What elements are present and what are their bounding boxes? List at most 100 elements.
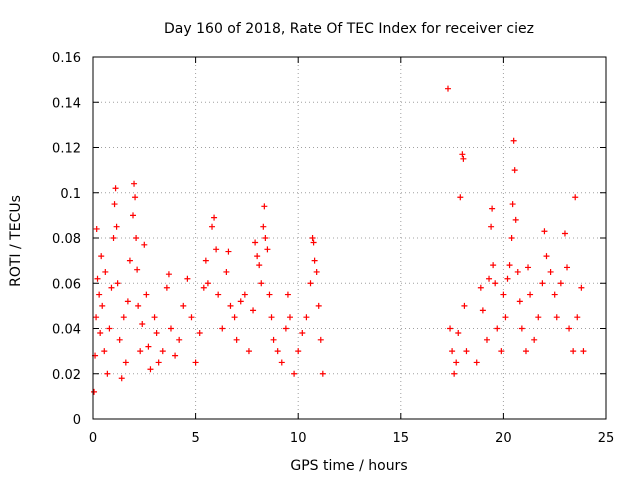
data-point [535, 314, 542, 321]
data-point [200, 284, 207, 291]
data-point [547, 268, 554, 275]
data-point [303, 314, 310, 321]
data-point [578, 284, 585, 291]
data-point [319, 370, 326, 377]
data-point [137, 348, 144, 355]
data-point [132, 194, 139, 201]
data-point [143, 291, 150, 298]
data-point [209, 223, 216, 230]
data-point [274, 348, 281, 355]
data-point [500, 291, 507, 298]
grid [93, 57, 606, 419]
data-point [459, 151, 466, 158]
data-point [126, 257, 133, 264]
data-point [461, 302, 468, 309]
y-tick-label: 0 [73, 413, 81, 428]
data-point [159, 348, 166, 355]
data-point [307, 280, 314, 287]
data-point [488, 223, 495, 230]
data-point [510, 137, 517, 144]
data-point [539, 280, 546, 287]
data-point [258, 280, 265, 287]
y-tick-label: 0.12 [52, 142, 81, 157]
data-point [241, 291, 248, 298]
data-point [91, 388, 98, 395]
ticks: 0 5 10 15 20 25 0 0.02 0.04 0.06 0.08 0.1 0.12 0.14 0.… [52, 51, 614, 446]
data-point [489, 205, 496, 212]
data-point [124, 298, 131, 305]
data-point [260, 223, 267, 230]
data-point [262, 235, 269, 241]
data-point [264, 246, 271, 253]
data-point [98, 253, 105, 260]
data-point [167, 325, 174, 332]
data-point [165, 271, 172, 278]
data-point [188, 314, 195, 321]
data-point [525, 264, 532, 271]
data-point [113, 223, 120, 230]
x-tick-label: 0 [89, 431, 97, 446]
chart-title: Day 160 of 2018, Rate Of TEC Index for r… [164, 21, 534, 37]
data-point [102, 268, 109, 275]
data-point [284, 291, 291, 298]
x-tick-label: 25 [598, 431, 615, 446]
data-point [155, 359, 162, 366]
data-point [516, 298, 523, 305]
data-point [147, 366, 154, 373]
data-point [101, 348, 108, 355]
data-point [233, 336, 240, 343]
data-point [141, 241, 148, 248]
data-point [282, 325, 289, 332]
data-point [453, 359, 460, 366]
data-point [172, 352, 179, 359]
x-tick-label: 5 [191, 431, 199, 446]
data-point [131, 180, 138, 187]
data-point [130, 212, 137, 219]
y-tick-label: 0.08 [52, 232, 81, 247]
data-point [564, 264, 571, 271]
data-point [94, 275, 101, 282]
y-tick-label: 0.04 [52, 323, 81, 338]
data-point [254, 253, 261, 260]
data-point [204, 280, 211, 287]
data-point [483, 336, 490, 343]
data-point [184, 275, 191, 282]
data-point [270, 336, 277, 343]
data-point [135, 302, 142, 309]
data-point [479, 307, 486, 314]
data-point [145, 343, 152, 350]
data-point [116, 336, 123, 343]
data-point [557, 280, 564, 287]
data-point [99, 302, 106, 309]
data-point [502, 314, 509, 321]
data-point [553, 314, 560, 321]
data-point [541, 228, 548, 235]
data-point [574, 314, 581, 321]
y-tick-label: 0.14 [52, 96, 81, 111]
data-point [202, 257, 209, 264]
data-point [286, 314, 293, 321]
data-point [527, 291, 534, 298]
data-point [120, 314, 127, 321]
data-point [463, 348, 470, 355]
data-point [543, 253, 550, 260]
data-point [114, 280, 121, 287]
data-point [252, 239, 259, 246]
x-tick-label: 10 [290, 431, 307, 446]
data-point [494, 325, 501, 332]
data-point [498, 348, 505, 355]
data-point [522, 348, 529, 355]
data-point [97, 330, 104, 337]
data-point [504, 275, 511, 282]
y-axis-label: ROTI / TECUs [8, 195, 24, 287]
data-point [153, 330, 160, 337]
data-point [256, 262, 263, 269]
data-point [299, 330, 306, 337]
data-point [112, 185, 119, 192]
data-point [512, 216, 519, 223]
data-point [250, 307, 257, 314]
data-point [163, 284, 170, 291]
data-point [580, 348, 587, 355]
data-point [561, 230, 568, 237]
